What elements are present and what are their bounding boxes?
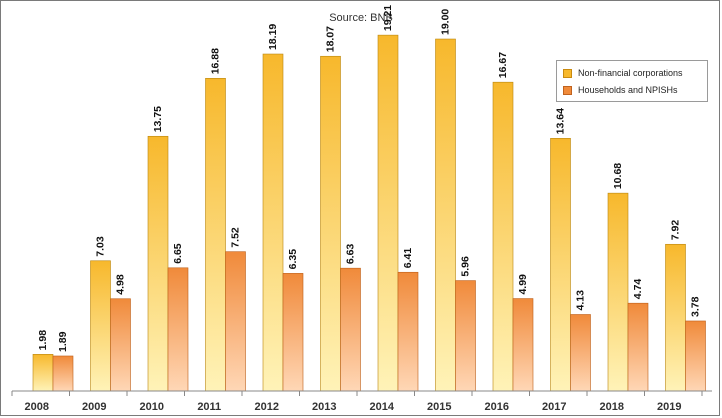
bar-households-2008 xyxy=(52,355,74,392)
bar-households-2009 xyxy=(110,298,131,392)
data-label-households-2016: 4.99 xyxy=(517,274,529,295)
bar-households-2012 xyxy=(282,273,304,392)
legend-swatch-series-2 xyxy=(563,85,572,95)
bar-corporations-2012 xyxy=(262,53,284,392)
data-label-households-2018: 4.74 xyxy=(632,279,644,300)
bar-households-2014 xyxy=(397,271,419,392)
bar-households-2011 xyxy=(225,251,246,392)
data-label-households-2011: 7.52 xyxy=(229,227,241,248)
bar-corporations-2015 xyxy=(435,38,456,392)
data-label-households-2008: 1.89 xyxy=(57,331,69,352)
x-tick-label-2011: 2011 xyxy=(197,401,221,413)
data-label-corporations-2018: 10.68 xyxy=(612,163,624,189)
x-tick-label-2017: 2017 xyxy=(542,401,566,413)
legend-item-series-2: Households and NPISHs xyxy=(563,85,678,95)
bar-corporations-2009 xyxy=(90,260,111,392)
data-label-corporations-2015: 19.00 xyxy=(439,9,451,35)
bar-households-2019 xyxy=(685,320,706,392)
x-tick-label-2014: 2014 xyxy=(370,401,395,413)
data-label-corporations-2008: 1.98 xyxy=(37,330,49,351)
data-label-corporations-2010: 13.75 xyxy=(152,106,164,132)
bar-households-2013 xyxy=(340,267,361,392)
bar-households-2018 xyxy=(627,302,649,392)
data-label-households-2014: 6.41 xyxy=(402,248,414,269)
x-tick-label-2013: 2013 xyxy=(312,401,336,413)
chart-source: Source: BNB xyxy=(329,12,393,24)
legend-swatch-series-1 xyxy=(563,68,572,78)
bar-households-2015 xyxy=(455,280,476,392)
data-label-households-2015: 5.96 xyxy=(459,256,471,277)
x-tick-label-2015: 2015 xyxy=(427,401,451,413)
bar-corporations-2014 xyxy=(377,34,399,392)
x-tick-labels: 2008 2009 2010 2011 2012 2013 2014 2015 2016 2017… xyxy=(25,401,682,413)
x-tick-label-2018: 2018 xyxy=(600,401,624,413)
data-label-corporations-2013: 18.07 xyxy=(324,26,336,52)
bar-households-2010 xyxy=(167,267,189,392)
bar-households-2016 xyxy=(512,298,534,392)
data-label-corporations-2012: 18.19 xyxy=(267,24,279,50)
data-label-corporations-2009: 7.03 xyxy=(94,236,106,257)
legend: Non-financial corporations Households an… xyxy=(556,60,708,102)
x-ticks xyxy=(11,391,703,396)
data-label-households-2017: 4.13 xyxy=(574,290,586,311)
bar-corporations-2011 xyxy=(205,77,226,392)
legend-item-series-1: Non-financial corporations xyxy=(563,68,683,78)
x-tick-label-2019: 2019 xyxy=(657,401,681,413)
bar-corporations-2016 xyxy=(492,81,514,392)
x-tick-label-2016: 2016 xyxy=(485,401,509,413)
data-label-corporations-2019: 7.92 xyxy=(669,220,681,241)
bar-corporations-2018 xyxy=(607,192,629,392)
bar-corporations-2008 xyxy=(32,354,54,392)
data-label-households-2019: 3.78 xyxy=(689,296,701,317)
data-label-corporations-2016: 16.67 xyxy=(497,52,509,78)
bars-group: 1.98 1.89 7.03 4.98 13.75 6.65 16.88 7.52 18.19 6… xyxy=(32,5,706,392)
legend-label-series-1: Non-financial corporations xyxy=(578,68,683,78)
data-label-corporations-2017: 13.64 xyxy=(554,108,566,134)
data-label-corporations-2014: 19.21 xyxy=(382,5,394,31)
legend-label-series-2: Households and NPISHs xyxy=(578,85,678,95)
data-label-households-2013: 6.63 xyxy=(344,244,356,265)
bar-corporations-2017 xyxy=(550,138,571,392)
x-tick-label-2008: 2008 xyxy=(25,401,49,413)
data-label-households-2012: 6.35 xyxy=(287,249,299,270)
x-tick-label-2010: 2010 xyxy=(140,401,164,413)
bar-households-2017 xyxy=(570,314,591,392)
x-tick-label-2009: 2009 xyxy=(82,401,106,413)
data-label-corporations-2011: 16.88 xyxy=(209,48,221,74)
bar-corporations-2010 xyxy=(147,135,169,392)
data-label-households-2009: 4.98 xyxy=(114,274,126,295)
x-tick-label-2012: 2012 xyxy=(255,401,279,413)
bar-corporations-2019 xyxy=(665,243,686,392)
bar-corporations-2013 xyxy=(320,55,341,392)
data-label-households-2010: 6.65 xyxy=(172,243,184,264)
